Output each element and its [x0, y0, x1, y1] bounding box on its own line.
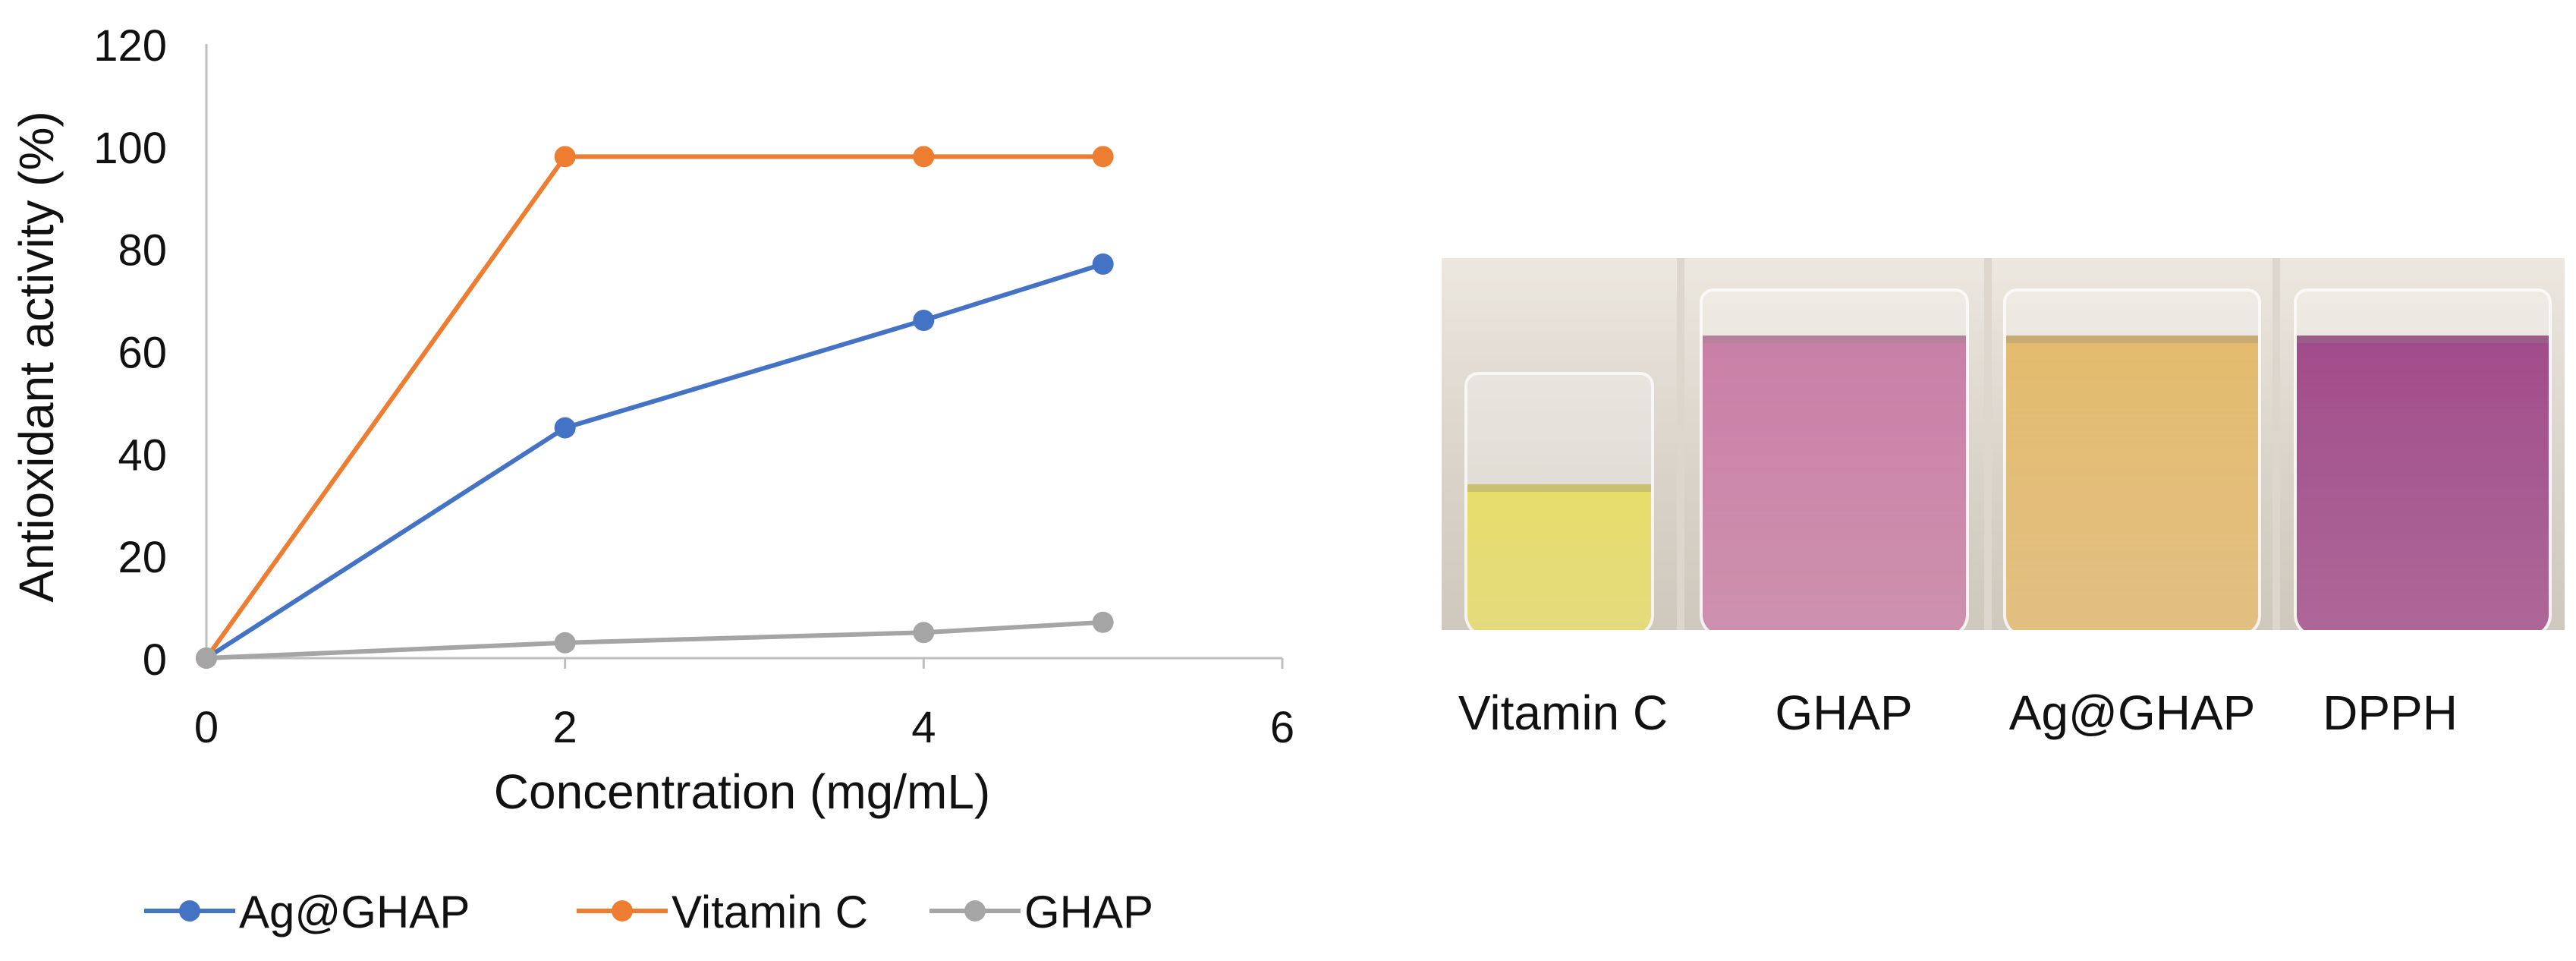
chart-axes: 0 20 40 60 80 100 120 0 2 4 6	[93, 21, 1294, 752]
vial-glass	[2293, 288, 2552, 630]
legend-item-ghap: GHAP	[929, 887, 1153, 937]
legend-label: Ag@GHAP	[239, 887, 470, 937]
vial-glass	[1464, 372, 1654, 630]
y-tick-label: 100	[93, 124, 167, 173]
vial-liquid	[2296, 335, 2549, 630]
data-point-ghap	[1092, 611, 1114, 633]
vial-glass	[1700, 288, 1969, 630]
vial-image-ghap	[1684, 258, 1984, 630]
data-point-ghap	[554, 632, 576, 654]
vial-image-dpph	[2280, 258, 2565, 630]
y-axis-title: Antioxidant activity (%)	[9, 111, 64, 602]
data-point-ag-ghap	[913, 310, 935, 332]
legend-item-vitamin-c: Vitamin C	[577, 887, 868, 937]
vial-liquid	[2006, 335, 2258, 630]
y-tick-label: 40	[118, 430, 167, 480]
vial-liquid	[1703, 335, 1966, 630]
vial-image-vitamin-c	[1442, 258, 1677, 630]
data-point-vitamin-c	[913, 146, 935, 168]
vials-photo	[1442, 258, 2565, 630]
x-tick-label: 6	[1270, 703, 1294, 752]
x-axis-title: Concentration (mg/mL)	[494, 764, 990, 819]
y-tick-label: 120	[93, 21, 167, 71]
legend-label: Vitamin C	[672, 887, 868, 937]
y-tick-label: 0	[143, 635, 167, 685]
chart-legend: Ag@GHAP Vitamin C GHAP	[144, 887, 1153, 937]
y-tick-label: 80	[118, 226, 167, 276]
x-tick-label: 2	[553, 703, 577, 752]
legend-item-ag-ghap: Ag@GHAP	[144, 887, 470, 937]
vial-glass	[2003, 288, 2261, 630]
vial-caption-dpph: DPPH	[2323, 685, 2458, 740]
y-tick-label: 60	[118, 329, 167, 378]
data-point-ag-ghap	[554, 417, 576, 439]
legend-marker	[964, 900, 986, 922]
vial-liquid	[1467, 484, 1651, 630]
series-line-ghap	[206, 619, 1103, 660]
series-line-ag-ghap	[205, 262, 1104, 660]
data-point-vitamin-c	[1092, 146, 1114, 168]
data-point-ghap	[196, 647, 217, 669]
x-tick-label: 0	[194, 703, 219, 752]
data-point-vitamin-c	[554, 146, 576, 168]
legend-label: GHAP	[1024, 887, 1153, 937]
vial-caption-ag-ghap: Ag@GHAP	[2008, 685, 2256, 740]
vial-caption-ghap: GHAP	[1775, 685, 1913, 740]
data-point-ag-ghap	[1092, 253, 1114, 275]
data-point-ghap	[913, 622, 935, 644]
series-line-vitamin-c	[204, 154, 1103, 660]
vial-caption-vitamin-c: Vitamin C	[1458, 685, 1669, 740]
vial-image-ag-ghap	[1992, 258, 2272, 630]
legend-marker	[179, 900, 200, 922]
y-tick-label: 20	[118, 533, 167, 582]
legend-marker	[612, 900, 633, 922]
chart-series	[196, 146, 1114, 669]
x-tick-label: 4	[911, 703, 936, 752]
